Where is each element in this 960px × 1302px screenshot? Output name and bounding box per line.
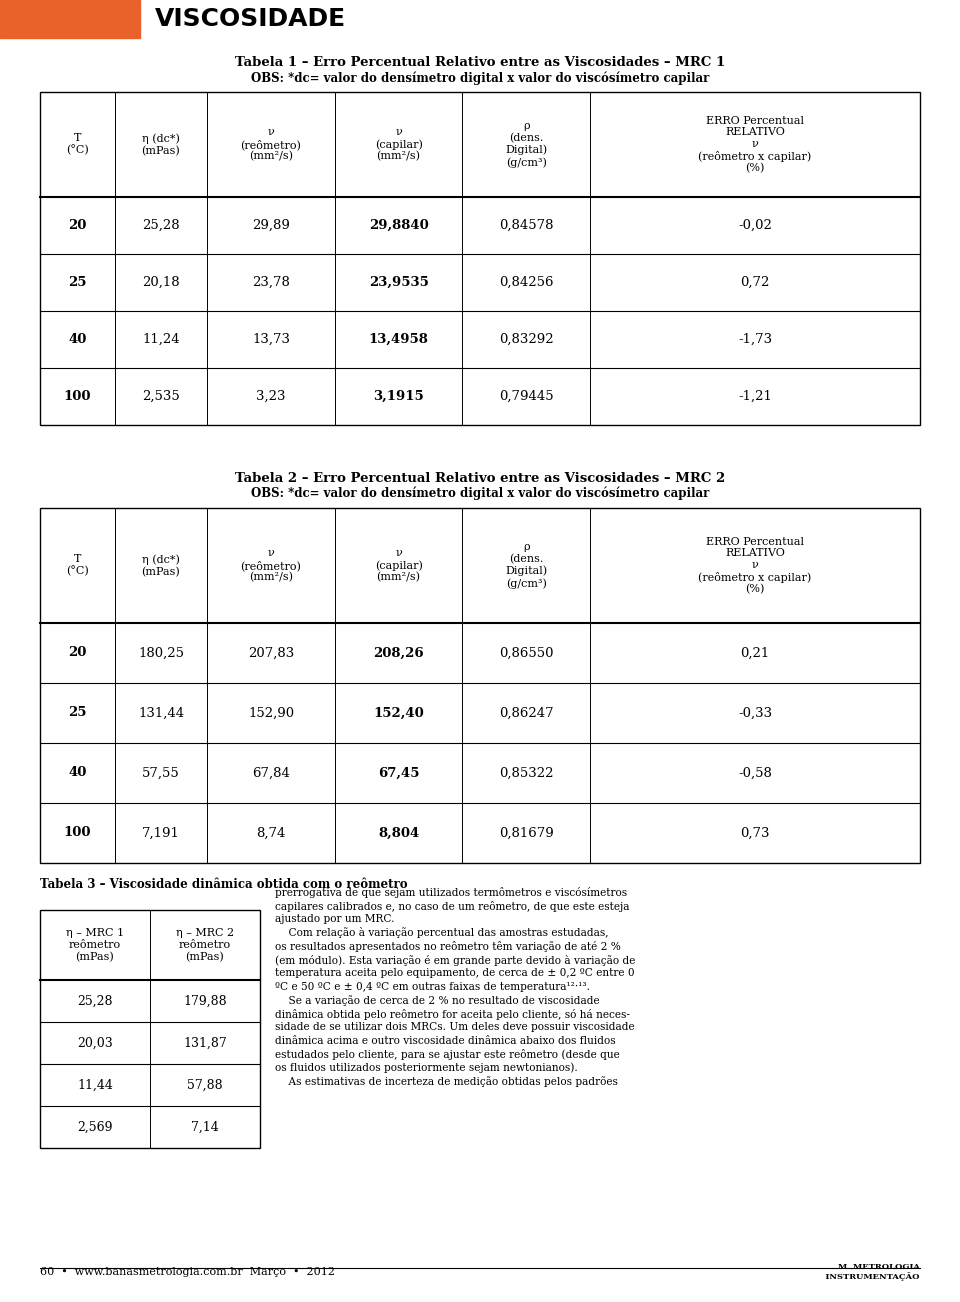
Text: ajustado por um MRC.: ajustado por um MRC. bbox=[275, 914, 395, 924]
Bar bbox=[40, 910, 260, 1148]
Text: M  METROLOGIA
    INSTRUMENTAÇÃO: M METROLOGIA INSTRUMENTAÇÃO bbox=[814, 1263, 920, 1281]
Text: OBS: *dc= valor do densímetro digital x valor do viscósímetro capilar: OBS: *dc= valor do densímetro digital x … bbox=[251, 486, 709, 500]
Text: OBS: *dc= valor do densímetro digital x valor do viscósímetro capilar: OBS: *dc= valor do densímetro digital x … bbox=[251, 72, 709, 85]
Text: temperatura aceita pelo equipamento, de cerca de ± 0,2 ºC entre 0: temperatura aceita pelo equipamento, de … bbox=[275, 967, 635, 978]
Text: ν
(reômetro)
(mm²/s): ν (reômetro) (mm²/s) bbox=[241, 548, 301, 583]
Text: 25: 25 bbox=[68, 707, 86, 720]
Text: 23,9535: 23,9535 bbox=[369, 276, 428, 289]
Text: prerrogativa de que sejam utilizados termômetros e viscósímetros: prerrogativa de que sejam utilizados ter… bbox=[275, 887, 627, 898]
Text: 11,44: 11,44 bbox=[77, 1078, 113, 1091]
Text: -0,58: -0,58 bbox=[738, 767, 772, 780]
Text: 67,84: 67,84 bbox=[252, 767, 290, 780]
Text: 3,1915: 3,1915 bbox=[373, 391, 424, 404]
Text: 0,83292: 0,83292 bbox=[499, 333, 554, 346]
Text: η (dc*)
(mPas): η (dc*) (mPas) bbox=[142, 555, 180, 577]
Text: 20,03: 20,03 bbox=[77, 1036, 113, 1049]
Text: capilares calibrados e, no caso de um reômetro, de que este esteja: capilares calibrados e, no caso de um re… bbox=[275, 901, 630, 911]
Text: 0,85322: 0,85322 bbox=[499, 767, 554, 780]
Text: 8,74: 8,74 bbox=[256, 827, 286, 840]
Text: os fluidos utilizados posteriormente sejam newtonianos).: os fluidos utilizados posteriormente sej… bbox=[275, 1062, 578, 1073]
Text: T
(°C): T (°C) bbox=[66, 133, 88, 156]
Text: 0,86550: 0,86550 bbox=[499, 647, 554, 660]
Text: 179,88: 179,88 bbox=[183, 995, 227, 1008]
Text: ρ
(dens.
Digital)
(g/cm³): ρ (dens. Digital) (g/cm³) bbox=[505, 542, 547, 589]
Text: (em módulo). Esta variação é em grande parte devido à variação de: (em módulo). Esta variação é em grande p… bbox=[275, 954, 636, 966]
Text: -1,21: -1,21 bbox=[738, 391, 772, 404]
Text: 20,18: 20,18 bbox=[142, 276, 180, 289]
Text: ºC e 50 ºC e ± 0,4 ºC em outras faixas de temperatura¹²·¹³.: ºC e 50 ºC e ± 0,4 ºC em outras faixas d… bbox=[275, 982, 590, 992]
Text: 29,89: 29,89 bbox=[252, 219, 290, 232]
Text: ν
(capilar)
(mm²/s): ν (capilar) (mm²/s) bbox=[374, 128, 422, 161]
Text: dinâmica obtida pelo reômetro for aceita pelo cliente, só há neces-: dinâmica obtida pelo reômetro for aceita… bbox=[275, 1009, 630, 1019]
Text: 0,73: 0,73 bbox=[740, 827, 770, 840]
Text: 152,40: 152,40 bbox=[373, 707, 424, 720]
Text: As estimativas de incerteza de medição obtidas pelos padrões: As estimativas de incerteza de medição o… bbox=[275, 1075, 618, 1087]
Text: 0,86247: 0,86247 bbox=[499, 707, 554, 720]
Text: Se a variação de cerca de 2 % no resultado de viscosidade: Se a variação de cerca de 2 % no resulta… bbox=[275, 995, 600, 1006]
Text: η (dc*)
(mPas): η (dc*) (mPas) bbox=[142, 133, 180, 156]
Text: 0,81679: 0,81679 bbox=[499, 827, 554, 840]
Text: 20: 20 bbox=[68, 219, 86, 232]
Text: 3,23: 3,23 bbox=[256, 391, 286, 404]
Text: η – MRC 2
reômetro
(mPas): η – MRC 2 reômetro (mPas) bbox=[176, 928, 234, 962]
Text: ERRO Percentual
RELATIVO
ν
(reômetro x capilar)
(%): ERRO Percentual RELATIVO ν (reômetro x c… bbox=[698, 116, 811, 173]
Text: 2,535: 2,535 bbox=[142, 391, 180, 404]
Text: dinâmica acima e outro viscosidade dinâmica abaixo dos fluidos: dinâmica acima e outro viscosidade dinâm… bbox=[275, 1035, 615, 1046]
Text: 0,21: 0,21 bbox=[740, 647, 770, 660]
Text: 25: 25 bbox=[68, 276, 86, 289]
Text: sidade de se utilizar dois MRCs. Um deles deve possuir viscosidade: sidade de se utilizar dois MRCs. Um dele… bbox=[275, 1022, 635, 1032]
Text: 60  •  www.banasmetrologia.com.br  Março  •  2012: 60 • www.banasmetrologia.com.br Março • … bbox=[40, 1267, 335, 1277]
Text: 0,79445: 0,79445 bbox=[499, 391, 554, 404]
Text: 25,28: 25,28 bbox=[142, 219, 180, 232]
Text: 0,72: 0,72 bbox=[740, 276, 770, 289]
Text: 7,191: 7,191 bbox=[142, 827, 180, 840]
Text: 7,14: 7,14 bbox=[191, 1121, 219, 1134]
Text: ERRO Percentual
RELATIVO
ν
(reômetro x capilar)
(%): ERRO Percentual RELATIVO ν (reômetro x c… bbox=[698, 536, 811, 595]
Bar bbox=[0, 0, 140, 38]
Text: ρ
(dens.
Digital)
(g/cm³): ρ (dens. Digital) (g/cm³) bbox=[505, 121, 547, 168]
Text: -1,73: -1,73 bbox=[738, 333, 772, 346]
Text: estudados pelo cliente, para se ajustar este reômetro (desde que: estudados pelo cliente, para se ajustar … bbox=[275, 1049, 620, 1060]
Text: 40: 40 bbox=[68, 767, 86, 780]
Text: -0,33: -0,33 bbox=[738, 707, 772, 720]
Text: 23,78: 23,78 bbox=[252, 276, 290, 289]
Bar bbox=[40, 508, 920, 863]
Text: ν
(reômetro)
(mm²/s): ν (reômetro) (mm²/s) bbox=[241, 128, 301, 161]
Text: 20: 20 bbox=[68, 647, 86, 660]
Text: 207,83: 207,83 bbox=[248, 647, 294, 660]
Text: Com relação à variação percentual das amostras estudadas,: Com relação à variação percentual das am… bbox=[275, 927, 609, 939]
Text: ν
(capilar)
(mm²/s): ν (capilar) (mm²/s) bbox=[374, 548, 422, 582]
Text: -0,02: -0,02 bbox=[738, 219, 772, 232]
Text: 25,28: 25,28 bbox=[77, 995, 112, 1008]
Text: 13,4958: 13,4958 bbox=[369, 333, 428, 346]
Text: 0,84578: 0,84578 bbox=[499, 219, 554, 232]
Text: 8,804: 8,804 bbox=[378, 827, 420, 840]
Text: VISCOSIDADE: VISCOSIDADE bbox=[155, 7, 347, 31]
Text: 13,73: 13,73 bbox=[252, 333, 290, 346]
Text: 2,569: 2,569 bbox=[77, 1121, 112, 1134]
Text: 0,84256: 0,84256 bbox=[499, 276, 554, 289]
Text: 11,24: 11,24 bbox=[142, 333, 180, 346]
Text: 152,90: 152,90 bbox=[248, 707, 294, 720]
Text: 67,45: 67,45 bbox=[378, 767, 420, 780]
Text: Tabela 3 – Viscosidade dinâmica obtida com o reômetro: Tabela 3 – Viscosidade dinâmica obtida c… bbox=[40, 879, 408, 892]
Text: 29,8840: 29,8840 bbox=[369, 219, 428, 232]
Text: 57,55: 57,55 bbox=[142, 767, 180, 780]
Text: 208,26: 208,26 bbox=[373, 647, 424, 660]
Text: 180,25: 180,25 bbox=[138, 647, 184, 660]
Text: os resultados apresentados no reômetro têm variação de até 2 %: os resultados apresentados no reômetro t… bbox=[275, 941, 621, 952]
Text: 57,88: 57,88 bbox=[187, 1078, 223, 1091]
Text: Tabela 2 – Erro Percentual Relativo entre as Viscosidades – MRC 2: Tabela 2 – Erro Percentual Relativo entr… bbox=[235, 471, 725, 484]
Text: Tabela 1 – Erro Percentual Relativo entre as Viscosidades – MRC 1: Tabela 1 – Erro Percentual Relativo entr… bbox=[235, 56, 725, 69]
Text: T
(°C): T (°C) bbox=[66, 555, 88, 577]
Text: 100: 100 bbox=[63, 827, 91, 840]
Text: 100: 100 bbox=[63, 391, 91, 404]
Bar bbox=[40, 92, 920, 424]
Text: 40: 40 bbox=[68, 333, 86, 346]
Text: η – MRC 1
reômetro
(mPas): η – MRC 1 reômetro (mPas) bbox=[66, 928, 124, 962]
Text: 131,44: 131,44 bbox=[138, 707, 184, 720]
Text: 131,87: 131,87 bbox=[183, 1036, 227, 1049]
